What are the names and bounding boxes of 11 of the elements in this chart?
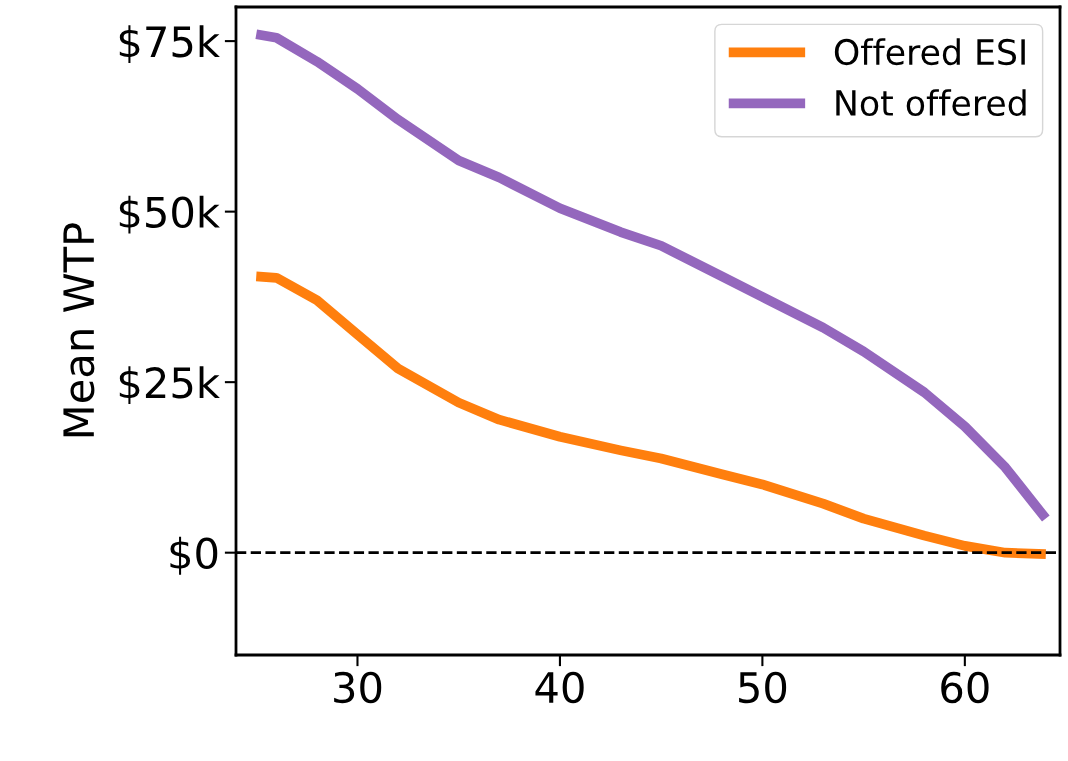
y-axis-title: Mean WTP	[63, 223, 95, 437]
y-tick-label: $25k	[119, 366, 220, 405]
x-tick-label: 60	[941, 671, 989, 704]
legend-label: Not offered	[836, 89, 1026, 117]
y-tick-label: $50k	[119, 195, 220, 234]
x-tick-label: 30	[334, 671, 382, 704]
y-tick-label: $75k	[119, 25, 220, 64]
x-tick-label: 50	[739, 671, 787, 704]
x-tick-label: 40	[535, 671, 584, 704]
y-tick-label: $0	[170, 536, 218, 575]
legend-label: Offered ESI	[834, 38, 1025, 66]
